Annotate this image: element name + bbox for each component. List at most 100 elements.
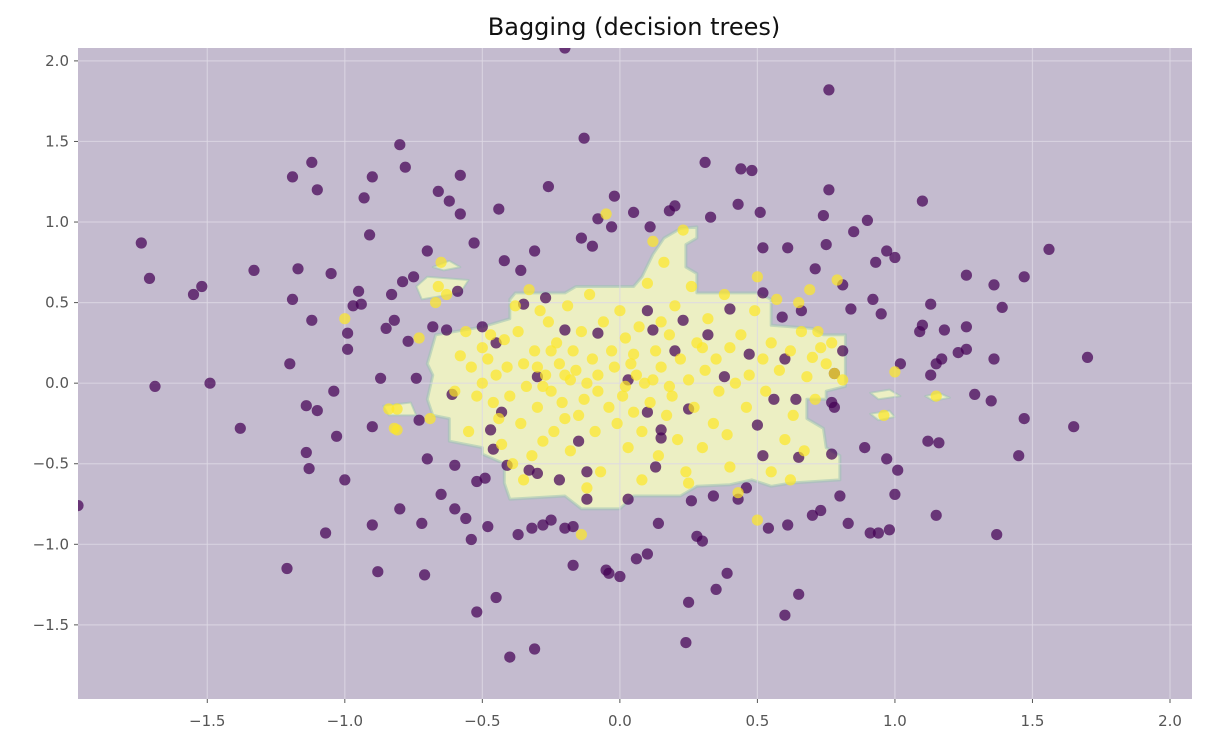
scatter-point <box>804 284 816 296</box>
scatter-point <box>652 450 665 462</box>
scatter-point <box>454 350 466 362</box>
scatter-point <box>685 495 698 507</box>
scatter-point <box>798 445 810 457</box>
scatter-point <box>757 353 769 365</box>
scatter-point <box>410 372 422 384</box>
scatter-point <box>506 458 519 470</box>
scatter-point <box>284 358 296 370</box>
scatter-point <box>493 413 505 425</box>
scatter-point <box>372 566 384 578</box>
scatter-point <box>666 390 678 402</box>
x-tick-label: −1.0 <box>327 712 363 730</box>
scatter-point <box>432 280 444 293</box>
scatter-point <box>793 588 805 600</box>
scatter-point <box>683 477 695 489</box>
scatter-point <box>1018 413 1030 425</box>
scatter-point <box>707 417 720 430</box>
scatter-point <box>619 332 632 344</box>
scatter-point <box>600 208 612 220</box>
scatter-point <box>592 327 604 339</box>
scatter-point <box>683 374 695 386</box>
scatter-point <box>548 425 560 438</box>
scatter-point <box>655 316 667 328</box>
scatter-point <box>286 293 299 305</box>
scatter-point <box>815 504 827 517</box>
scatter-point <box>806 351 819 363</box>
scatter-point <box>732 487 744 499</box>
scatter-point <box>815 342 827 354</box>
scatter-point <box>685 280 698 293</box>
scatter-point <box>688 401 700 413</box>
scatter-point <box>537 519 549 531</box>
y-axis: −1.5 −1.0 −0.5 0.0 0.5 1.0 1.5 2.0 <box>33 52 78 634</box>
scatter-point <box>655 424 667 436</box>
scatter-point <box>353 285 365 297</box>
scatter-point <box>427 321 439 333</box>
scatter-point <box>388 314 400 326</box>
scatter-point <box>520 380 533 392</box>
scatter-point <box>809 393 821 405</box>
scatter-point <box>724 303 736 315</box>
scatter-point <box>680 637 692 649</box>
scatter-point <box>870 256 882 268</box>
scatter-point <box>724 342 736 354</box>
scatter-point <box>925 369 937 381</box>
scatter-point <box>496 438 508 450</box>
scatter-point <box>545 385 557 397</box>
scatter-point <box>531 361 544 373</box>
scatter-point <box>916 195 929 207</box>
scatter-point <box>743 369 755 381</box>
scatter-point <box>529 345 541 357</box>
scatter-point <box>562 300 574 312</box>
scatter-point <box>399 161 411 173</box>
scatter-point <box>449 459 461 471</box>
scatter-point <box>331 430 343 442</box>
scatter-point <box>559 413 571 425</box>
scatter-point <box>196 280 208 293</box>
scatter-point <box>864 527 876 539</box>
scatter-point <box>644 396 656 409</box>
scatter-point <box>518 474 530 486</box>
scatter-point <box>512 529 524 541</box>
scatter-point <box>487 443 499 455</box>
scatter-point <box>881 245 893 257</box>
scatter-point <box>606 221 618 233</box>
scatter-point <box>476 377 488 389</box>
scatter-point <box>776 311 788 323</box>
scatter-point <box>339 313 351 325</box>
scatter-point <box>573 409 585 421</box>
scatter-point <box>537 435 549 447</box>
scatter-point <box>828 367 841 380</box>
scatter-point <box>452 285 464 297</box>
scatter-point <box>820 358 832 370</box>
scatter-point <box>619 380 632 392</box>
scatter-point <box>647 324 659 336</box>
scatter-point <box>545 514 557 526</box>
scatter-point <box>595 466 607 478</box>
scatter-point <box>683 596 695 608</box>
scatter-point <box>933 437 945 449</box>
scatter-point <box>661 409 673 421</box>
scatter-point <box>581 466 593 478</box>
y-tick-label: 0.5 <box>45 294 69 312</box>
scatter-point <box>542 181 555 193</box>
scatter-point <box>603 401 615 413</box>
scatter-point <box>603 567 615 579</box>
scatter-point <box>143 272 156 284</box>
y-tick-label: −1.0 <box>33 535 69 553</box>
scatter-point <box>397 276 409 288</box>
scatter-point <box>740 482 753 494</box>
scatter-point <box>647 235 659 247</box>
scatter-point <box>419 569 431 581</box>
scatter-point <box>366 171 378 183</box>
scatter-point <box>465 361 477 373</box>
scatter-point <box>355 298 367 310</box>
scatter-point <box>614 570 626 583</box>
scatter-point <box>581 377 593 389</box>
scatter-point <box>790 393 802 405</box>
scatter-point <box>1068 421 1080 433</box>
scatter-point <box>564 445 577 457</box>
scatter-point <box>342 343 354 355</box>
scatter-point <box>482 521 494 533</box>
scatter-point <box>710 353 722 365</box>
